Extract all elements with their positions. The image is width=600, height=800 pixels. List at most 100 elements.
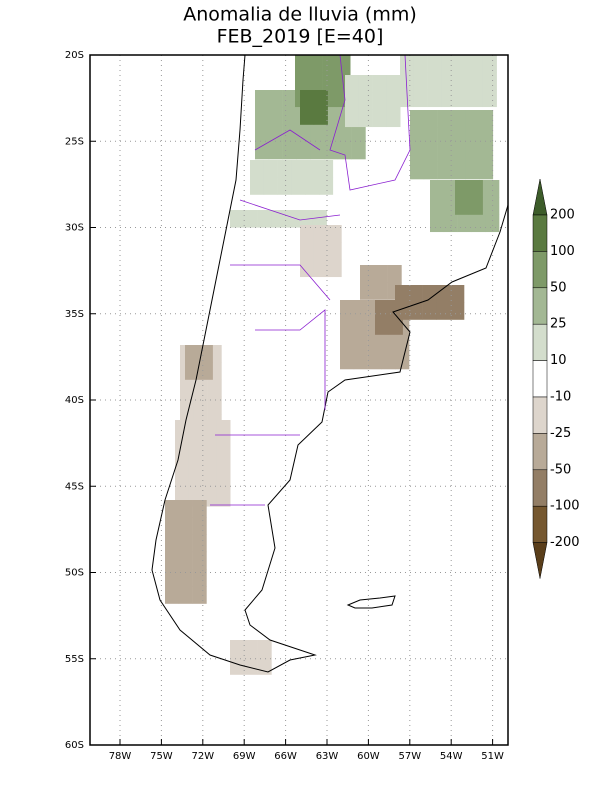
cell [469,89,484,108]
cell [479,161,494,180]
lon-tick-label: 57W [398,751,421,762]
cell [413,55,428,73]
province-borders [210,54,411,506]
cell [469,72,484,90]
cell [443,214,458,233]
cell [353,334,368,353]
cell [165,551,180,570]
cell [353,317,368,335]
cell [282,90,297,108]
cell [313,107,328,125]
cell [482,89,497,108]
cell [322,72,337,90]
colorbar-band [532,360,548,398]
cell [479,110,494,128]
cell [299,210,314,228]
cell [408,285,423,303]
cell [310,141,325,160]
cell [468,180,483,198]
cell [408,302,423,320]
cell [165,500,180,518]
cell [188,420,203,438]
cell [192,517,207,535]
cell [193,396,208,415]
coastline [151,54,509,673]
cell [165,569,180,587]
cell [295,55,310,73]
lon-tick-label: 51W [481,751,504,762]
cell [479,144,494,163]
colorbar-label: -50 [550,462,571,477]
grid [90,54,508,746]
cell [340,334,355,353]
cell [340,317,355,335]
cell [451,127,466,145]
cell [175,420,190,438]
cell [381,334,396,353]
cell [360,265,375,283]
cell [372,92,387,110]
lat-tick-label: 30S [65,223,84,234]
cell [291,160,306,178]
cell [263,160,278,178]
cell [207,379,222,398]
cell [422,285,437,303]
cell [482,72,497,90]
cell [471,214,486,233]
lat-tick-label: 25S [65,136,84,147]
cell [165,534,180,553]
cell [436,285,451,303]
cell [386,92,401,110]
cell [373,282,388,300]
cell [300,259,315,278]
cell [324,124,339,143]
plot-frame [89,54,509,746]
cell [345,75,360,93]
colorbar-label: 10 [550,353,567,368]
cell [455,72,470,90]
cell [277,177,292,195]
cell [465,127,480,145]
lon-tick-label: 63W [316,751,339,762]
colorbar-band [532,505,548,543]
cell [443,180,458,198]
cell [372,109,387,128]
cell [375,300,390,318]
cell [319,160,334,178]
malvinas [346,595,396,609]
cell [188,454,203,473]
lat-tick-label: 50S [65,568,84,579]
cell [250,177,265,195]
cell [263,177,278,195]
lat-tick-label: 45S [65,481,84,492]
cell [485,180,500,198]
cell [337,124,352,143]
cell [437,110,452,128]
cell [165,517,180,535]
cell [351,141,366,160]
cell [277,160,292,178]
colorbar-label: -200 [550,535,580,550]
cell [300,90,315,108]
cell [216,471,231,490]
cell [257,210,272,228]
cell [413,72,428,90]
lat-tick-label: 60S [65,740,84,751]
cell [400,72,415,90]
cell [268,107,283,125]
cell [180,379,195,398]
colorbar-label: 50 [550,280,567,295]
cell [178,534,193,553]
cell [358,75,373,93]
colorbar-band [532,287,548,325]
cell [437,161,452,180]
cell [423,161,438,180]
cell [322,55,337,73]
cell [395,302,410,320]
cell [482,55,497,73]
colorbar-label: 200 [550,208,575,223]
cell [455,197,470,215]
cell [313,259,328,278]
cell [282,124,297,143]
